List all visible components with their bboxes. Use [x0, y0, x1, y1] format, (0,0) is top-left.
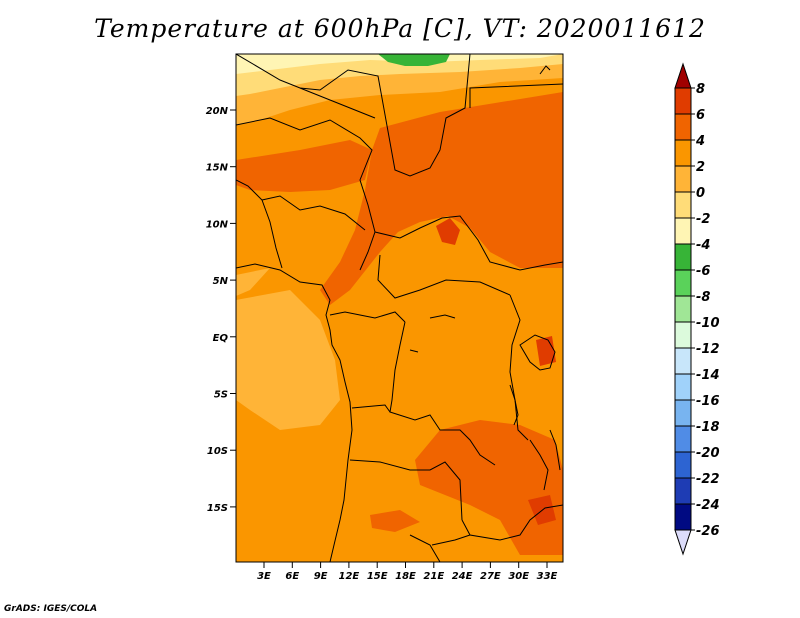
colorbar-label: 6 — [696, 108, 705, 123]
latitude-axis: 20N 15N 10N 5N EQ 5S 10S 15S — [206, 106, 236, 514]
colorbar-box — [674, 269, 692, 297]
field-patch-4to6-angola — [370, 510, 420, 532]
colorbar-label: -12 — [696, 342, 720, 357]
field-gulf-0to2 — [236, 268, 270, 296]
colorbar-box — [674, 217, 692, 245]
colorbar-label: 0 — [696, 186, 705, 201]
colorbar-bottom-triangle — [674, 529, 692, 556]
colorbar-box — [674, 243, 692, 271]
lake-victoria — [519, 334, 556, 371]
field-band-minus2to0 — [236, 54, 563, 96]
lon-label: 24E — [452, 571, 473, 582]
temperature-field — [236, 54, 563, 562]
lon-label: 33E — [537, 571, 558, 582]
colorbar-label: 8 — [696, 82, 705, 97]
lat-label: 15S — [207, 503, 228, 514]
lat-label: 5N — [213, 276, 229, 287]
colorbar-label: -24 — [696, 498, 720, 513]
colorbar-box — [674, 347, 692, 375]
colorbar-top-triangle — [674, 62, 692, 89]
colorbar-box — [674, 451, 692, 479]
colorbar-box — [674, 191, 692, 219]
country-borders — [236, 54, 563, 562]
border-namibia-botswana — [409, 534, 471, 562]
coastline-west — [236, 263, 353, 562]
field-region-4to6-north — [320, 92, 563, 305]
colorbar-box — [674, 425, 692, 453]
lon-label: 12E — [339, 571, 360, 582]
colorbar: 8 6 4 2 0 -2 -4 -6 -8 -10 -12 -14 -16 -18 -20 -22 -24 -26 — [674, 62, 720, 556]
lat-label: EQ — [213, 333, 229, 344]
border-nigeria — [261, 195, 366, 231]
colorbar-box — [674, 139, 692, 167]
border-drc-north — [377, 254, 511, 299]
lon-label: 9E — [314, 571, 328, 582]
colorbar-label: -16 — [696, 394, 720, 409]
lon-label: 3E — [257, 571, 271, 582]
lon-label: 6E — [285, 571, 299, 582]
field-band-minus6to-4 — [378, 54, 450, 66]
border-congo — [329, 311, 406, 323]
lon-label: 27E — [480, 571, 501, 582]
field-spot-6to8-east — [536, 336, 556, 366]
colorbar-label: -14 — [696, 368, 720, 383]
colorbar-box — [674, 477, 692, 505]
colorbar-box — [674, 399, 692, 427]
colorbar-box — [674, 321, 692, 349]
border-west-africa — [236, 179, 283, 269]
colorbar-label: -8 — [696, 290, 710, 305]
field-band-minus4to-2 — [236, 54, 563, 74]
lat-label: 20N — [206, 106, 229, 117]
colorbar-box — [674, 165, 692, 193]
lon-label: 18E — [395, 571, 416, 582]
lat-label: 5S — [214, 390, 228, 401]
colorbar-label: -20 — [696, 446, 720, 461]
colorbar-box — [674, 87, 692, 115]
border-east-drc — [509, 294, 529, 441]
border-angola — [349, 404, 463, 521]
longitude-axis: 3E 6E 9E 12E 15E 18E 21E 24E 27E 30E 33E — [257, 562, 558, 582]
border-egypt — [469, 83, 563, 108]
colorbar-label: -6 — [696, 264, 710, 279]
colorbar-label: -4 — [696, 238, 710, 253]
border-algeria — [299, 87, 376, 119]
colorbar-label: -18 — [696, 420, 720, 435]
border-drc-south — [389, 321, 496, 466]
lat-label: 10S — [207, 446, 228, 457]
colorbar-box — [674, 503, 692, 531]
map-frame — [235, 53, 564, 563]
colorbar-label: -26 — [696, 524, 720, 539]
field-spot-6to8-car — [436, 218, 460, 245]
colorbar-label: -2 — [696, 212, 710, 227]
lon-label: 30E — [508, 571, 529, 582]
river-fragments — [409, 314, 456, 353]
chart-title: Temperature at 600hPa [C], VT: 202001161… — [94, 14, 706, 43]
colorbar-box — [674, 295, 692, 323]
border-car-sudan — [374, 215, 563, 271]
grads-credit: GrADS: IGES/COLA — [4, 604, 98, 614]
colorbar-label: 2 — [696, 160, 705, 175]
lat-label: 15N — [206, 163, 229, 174]
colorbar-label: -22 — [696, 472, 720, 487]
field-region-4to6-west — [236, 140, 372, 192]
sinai-outline — [539, 65, 551, 75]
field-atlantic-0to2 — [236, 290, 340, 430]
field-region-4to6-south — [415, 420, 563, 555]
lon-label: 15E — [367, 571, 388, 582]
lon-label: 21E — [423, 571, 444, 582]
colorbar-box — [674, 373, 692, 401]
rift-lakes — [509, 384, 561, 491]
lat-label: 10N — [206, 219, 229, 230]
colorbar-label: 4 — [695, 134, 705, 149]
colorbar-box — [674, 113, 692, 141]
border-niger-chad — [236, 117, 376, 271]
colorbar-label: -10 — [696, 316, 720, 331]
